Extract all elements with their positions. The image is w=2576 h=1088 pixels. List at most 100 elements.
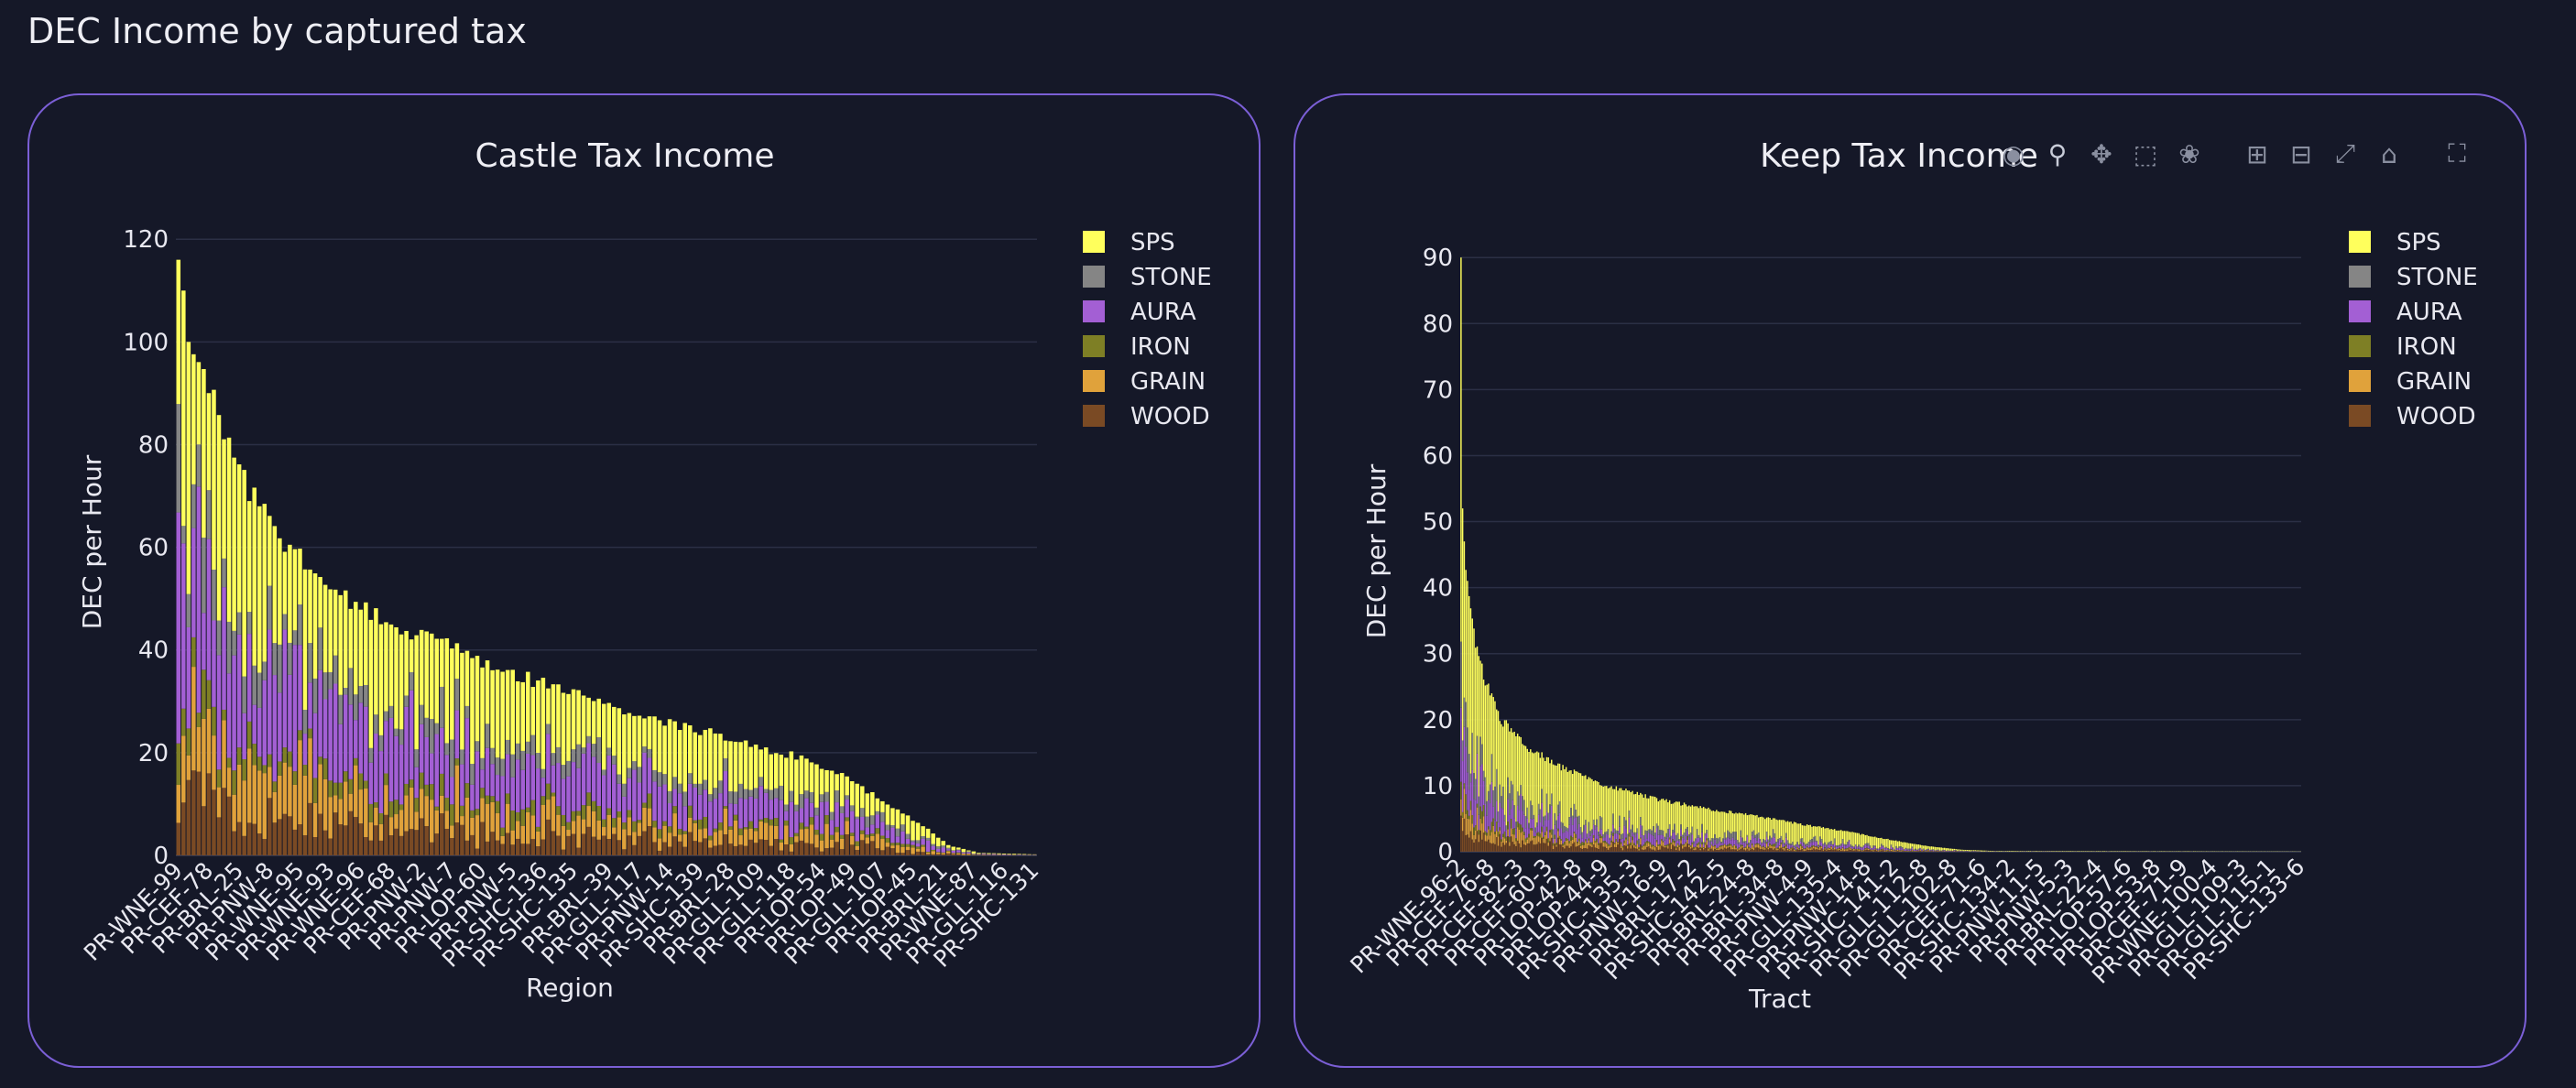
bar-segment-iron[interactable] xyxy=(1490,821,1493,832)
bar-segment-grain[interactable] xyxy=(1499,830,1501,834)
bar-segment-iron[interactable] xyxy=(556,806,561,815)
bar-segment-wood[interactable] xyxy=(1510,836,1512,852)
bar-segment-aura[interactable] xyxy=(1571,824,1574,838)
bar-segment-stone[interactable] xyxy=(1847,842,1849,845)
bar-segment-sps[interactable] xyxy=(2052,851,2054,852)
bar-segment-grain[interactable] xyxy=(500,835,505,844)
bar-segment-sps[interactable] xyxy=(1764,819,1766,841)
bar-segment-grain[interactable] xyxy=(1573,832,1576,843)
bar-segment-wood[interactable] xyxy=(388,835,394,855)
bar-segment-sps[interactable] xyxy=(835,774,839,791)
bar-segment-stone[interactable] xyxy=(1505,825,1508,831)
bar-segment-grain[interactable] xyxy=(703,828,708,839)
bar-segment-iron[interactable] xyxy=(348,778,354,794)
bar-segment-grain[interactable] xyxy=(1735,847,1737,850)
bar-segment-grain[interactable] xyxy=(1534,837,1536,845)
bar-segment-wood[interactable] xyxy=(1552,849,1555,852)
bar-segment-sps[interactable] xyxy=(1775,819,1777,843)
bar-segment-aura[interactable] xyxy=(1555,828,1557,843)
bar-segment-sps[interactable] xyxy=(1621,789,1624,834)
bar-segment-wood[interactable] xyxy=(1558,844,1561,852)
bar-segment-wood[interactable] xyxy=(520,843,526,855)
bar-segment-stone[interactable] xyxy=(358,685,364,703)
bar-segment-iron[interactable] xyxy=(632,821,637,832)
bar-segment-iron[interactable] xyxy=(1769,843,1771,845)
bar-segment-stone[interactable] xyxy=(1858,844,1860,847)
bar-segment-sps[interactable] xyxy=(1486,684,1488,801)
bar-segment-stone[interactable] xyxy=(1641,825,1643,835)
bar-segment-stone[interactable] xyxy=(1890,844,1893,847)
bar-segment-stone[interactable] xyxy=(292,630,298,646)
bar-segment-sps[interactable] xyxy=(901,813,905,825)
bar-segment-sps[interactable] xyxy=(1702,806,1705,843)
bar-segment-aura[interactable] xyxy=(1473,799,1475,828)
bar-segment-stone[interactable] xyxy=(1848,839,1850,842)
bar-segment-aura[interactable] xyxy=(1803,843,1805,849)
bar-segment-wood[interactable] xyxy=(1625,845,1627,852)
bar-segment-grain[interactable] xyxy=(779,843,784,851)
bar-segment-sps[interactable] xyxy=(1746,815,1749,835)
bar-segment-wood[interactable] xyxy=(738,844,743,855)
bar-segment-wood[interactable] xyxy=(1890,851,1893,852)
bar-segment-wood[interactable] xyxy=(652,842,657,855)
bar-segment-iron[interactable] xyxy=(1522,827,1523,832)
bar-segment-wood[interactable] xyxy=(1583,848,1585,852)
bar-segment-aura[interactable] xyxy=(1793,846,1796,849)
bar-segment-iron[interactable] xyxy=(1733,844,1735,845)
bar-segment-sps[interactable] xyxy=(1774,818,1776,833)
bar-segment-iron[interactable] xyxy=(1534,836,1536,838)
bar-segment-grain[interactable] xyxy=(835,832,839,843)
bar-segment-aura[interactable] xyxy=(434,734,440,807)
bar-segment-stone[interactable] xyxy=(1861,846,1863,849)
bar-segment-sps[interactable] xyxy=(1524,745,1527,817)
bar-segment-iron[interactable] xyxy=(257,756,262,771)
bar-segment-sps[interactable] xyxy=(1602,786,1604,834)
bar-segment-sps[interactable] xyxy=(1552,764,1555,830)
bar-segment-sps[interactable] xyxy=(1583,776,1585,825)
bar-segment-wood[interactable] xyxy=(586,826,591,855)
bar-segment-iron[interactable] xyxy=(358,773,364,790)
bar-segment-stone[interactable] xyxy=(226,621,232,674)
bar-segment-wood[interactable] xyxy=(348,811,354,855)
bar-segment-sps[interactable] xyxy=(1786,821,1789,841)
bar-segment-wood[interactable] xyxy=(308,802,312,855)
bar-segment-stone[interactable] xyxy=(374,714,378,734)
bar-segment-stone[interactable] xyxy=(1568,817,1570,825)
bar-segment-wood[interactable] xyxy=(804,843,809,855)
bar-segment-sps[interactable] xyxy=(824,769,829,792)
bar-segment-sps[interactable] xyxy=(464,650,470,706)
bar-segment-aura[interactable] xyxy=(824,801,829,816)
bar-segment-grain[interactable] xyxy=(1592,837,1595,845)
bar-segment-sps[interactable] xyxy=(1720,811,1722,843)
bar-segment-iron[interactable] xyxy=(1678,844,1680,847)
legend-swatch-sps[interactable] xyxy=(2349,231,2371,253)
bar-segment-stone[interactable] xyxy=(935,846,941,849)
bar-segment-iron[interactable] xyxy=(1730,843,1732,846)
bar-segment-stone[interactable] xyxy=(480,757,485,770)
bar-segment-aura[interactable] xyxy=(1643,839,1645,845)
bar-segment-sps[interactable] xyxy=(804,758,809,791)
bar-segment-stone[interactable] xyxy=(1570,808,1572,818)
zoom-icon[interactable]: ⚲ xyxy=(2047,138,2068,169)
bar-segment-aura[interactable] xyxy=(1840,845,1842,849)
bar-segment-iron[interactable] xyxy=(1655,840,1658,843)
bar-segment-sps[interactable] xyxy=(1900,842,1902,847)
bar-segment-iron[interactable] xyxy=(875,828,880,834)
bar-segment-stone[interactable] xyxy=(652,769,657,782)
bar-segment-grain[interactable] xyxy=(1710,845,1713,849)
bar-segment-aura[interactable] xyxy=(1706,832,1708,839)
bar-segment-grain[interactable] xyxy=(708,840,713,848)
bar-segment-stone[interactable] xyxy=(1864,843,1866,845)
bar-segment-stone[interactable] xyxy=(1833,838,1836,843)
bar-segment-aura[interactable] xyxy=(1600,829,1603,837)
bar-segment-iron[interactable] xyxy=(1832,848,1834,850)
bar-segment-aura[interactable] xyxy=(475,751,480,810)
bar-segment-wood[interactable] xyxy=(1568,847,1570,852)
bar-segment-iron[interactable] xyxy=(1841,847,1844,849)
bar-segment-iron[interactable] xyxy=(1801,845,1804,848)
bar-segment-aura[interactable] xyxy=(941,847,945,853)
bar-segment-stone[interactable] xyxy=(1496,768,1498,801)
bar-segment-sps[interactable] xyxy=(1541,752,1543,789)
bar-segment-wood[interactable] xyxy=(1710,848,1713,852)
bar-segment-sps[interactable] xyxy=(1822,827,1825,844)
